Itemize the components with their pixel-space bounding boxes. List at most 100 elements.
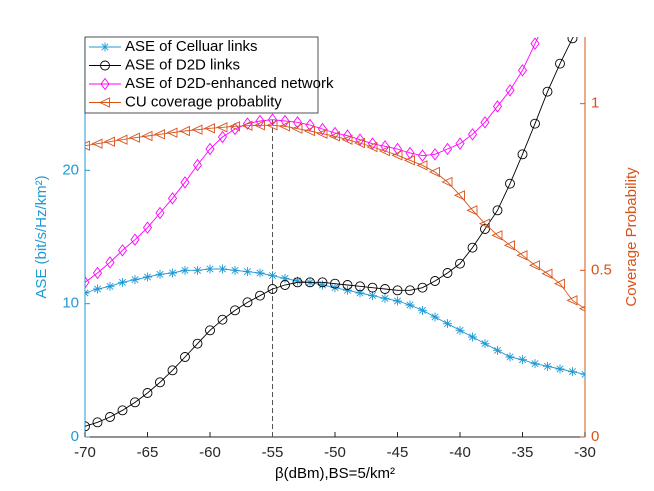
marker (391, 150, 403, 161)
marker (292, 116, 303, 129)
x-tick-label: -35 (512, 444, 534, 461)
marker (555, 58, 565, 69)
marker (355, 281, 365, 292)
marker (293, 276, 302, 286)
marker (380, 140, 390, 153)
marker (380, 284, 390, 294)
y2-axis-label: Coverage Probability (623, 167, 640, 307)
marker (417, 282, 428, 293)
marker (380, 293, 390, 303)
series-line (85, 37, 539, 283)
marker (467, 128, 478, 141)
marker (317, 277, 328, 288)
marker (141, 130, 153, 142)
marker (530, 359, 540, 369)
marker (230, 265, 240, 275)
marker (342, 129, 353, 142)
marker (503, 240, 515, 251)
marker (430, 276, 440, 286)
y-axis-label: ASE (bit/s/Hz/km²) (33, 175, 50, 298)
marker (330, 283, 340, 293)
marker (180, 352, 190, 362)
x-tick-label: -30 (574, 444, 596, 461)
y-tick-label: 20 (62, 161, 79, 178)
legend-label: CU coverage probablity (125, 93, 282, 110)
marker (430, 312, 440, 322)
marker (305, 277, 315, 288)
marker (516, 250, 528, 261)
marker (442, 142, 453, 156)
marker (85, 140, 90, 151)
marker (366, 141, 378, 153)
marker (117, 405, 128, 416)
marker (280, 280, 290, 290)
marker (355, 288, 365, 298)
marker (578, 305, 585, 312)
marker (128, 132, 140, 143)
marker (353, 137, 365, 149)
marker (228, 121, 240, 132)
marker (143, 272, 152, 282)
marker (130, 233, 140, 246)
marker (455, 325, 465, 335)
marker (443, 319, 452, 329)
marker (243, 267, 252, 277)
x-axis-label: β(dBm),BS=5/km² (275, 465, 395, 482)
marker (530, 118, 540, 129)
marker (192, 338, 203, 349)
marker (155, 377, 165, 388)
marker (493, 345, 502, 355)
marker (242, 297, 253, 308)
x-tick-label: -55 (262, 444, 284, 461)
marker (567, 37, 578, 44)
marker (217, 130, 228, 144)
marker (491, 230, 503, 241)
marker (142, 388, 153, 398)
marker (205, 325, 215, 336)
marker (455, 137, 465, 150)
marker (542, 86, 553, 97)
marker (305, 118, 315, 132)
x-tick-label: -45 (387, 444, 409, 461)
marker (417, 149, 428, 162)
marker (291, 123, 303, 134)
marker (343, 285, 352, 295)
marker (142, 221, 153, 234)
marker (416, 160, 428, 171)
marker (178, 125, 190, 137)
marker (328, 131, 340, 142)
marker (418, 305, 427, 315)
marker (92, 417, 103, 428)
plot-area (85, 37, 585, 432)
marker (193, 265, 202, 275)
marker (217, 314, 228, 325)
marker (517, 64, 528, 77)
marker (528, 260, 540, 271)
marker (393, 296, 402, 306)
marker (455, 258, 465, 269)
marker (167, 365, 178, 376)
marker (442, 268, 453, 278)
marker (368, 291, 377, 301)
marker (192, 158, 203, 172)
x-tick-label: -50 (324, 444, 346, 461)
marker (317, 122, 328, 136)
legend-label: ASE of D2D links (125, 56, 240, 73)
marker (543, 361, 552, 371)
marker (253, 120, 265, 131)
marker (405, 285, 415, 296)
marker (203, 123, 215, 134)
marker (241, 120, 253, 131)
marker (555, 364, 565, 374)
x-tick-label: -70 (74, 444, 96, 461)
marker (480, 116, 490, 129)
y-tick-label: 0 (71, 428, 79, 445)
legend-label: ASE of Celluar links (125, 38, 258, 55)
marker (267, 284, 278, 294)
y2-tick-label: 1 (591, 95, 599, 112)
series-line (85, 37, 574, 427)
marker (378, 145, 390, 157)
legend-label: ASE of D2D-enhanced network (125, 75, 334, 92)
marker (468, 332, 477, 342)
